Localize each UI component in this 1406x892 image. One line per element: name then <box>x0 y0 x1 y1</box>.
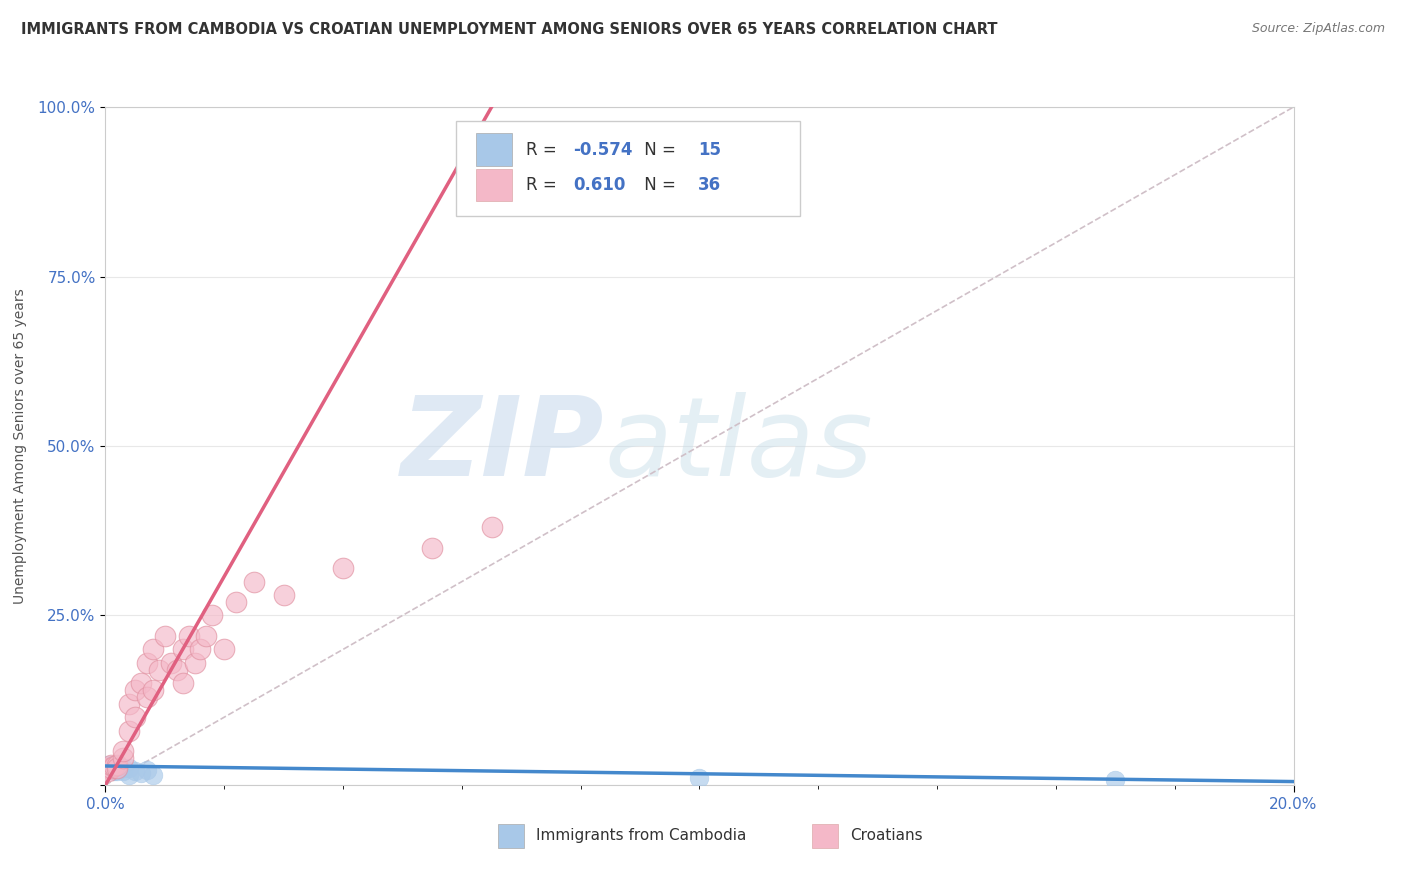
Point <box>100 757 122 772</box>
Text: IMMIGRANTS FROM CAMBODIA VS CROATIAN UNEMPLOYMENT AMONG SENIORS OVER 65 YEARS CO: IMMIGRANTS FROM CAMBODIA VS CROATIAN UNE… <box>21 22 998 37</box>
FancyBboxPatch shape <box>477 134 512 166</box>
Point <box>100 761 122 775</box>
Y-axis label: Unemployment Among Seniors over 65 years: Unemployment Among Seniors over 65 years <box>13 288 27 604</box>
Point <box>97 764 120 779</box>
Text: N =: N = <box>638 176 681 194</box>
Point <box>105 757 128 772</box>
FancyBboxPatch shape <box>498 823 523 848</box>
Point <box>112 751 135 765</box>
Text: R =: R = <box>526 141 562 159</box>
Text: ZIP: ZIP <box>401 392 605 500</box>
Point <box>148 663 170 677</box>
Point <box>159 656 181 670</box>
Point <box>124 683 146 698</box>
Point <box>96 761 118 775</box>
Point <box>142 683 165 698</box>
Point <box>118 768 141 782</box>
Point <box>112 764 135 779</box>
Point <box>190 642 212 657</box>
Point <box>172 676 194 690</box>
Point <box>100 761 122 775</box>
Point <box>105 757 128 772</box>
Point <box>1104 772 1126 787</box>
Text: Immigrants from Cambodia: Immigrants from Cambodia <box>536 829 747 843</box>
Point <box>136 690 159 704</box>
Point <box>420 541 443 555</box>
Point <box>118 761 141 775</box>
Point <box>105 761 128 775</box>
Point <box>166 663 188 677</box>
Text: atlas: atlas <box>605 392 873 500</box>
Text: -0.574: -0.574 <box>574 141 633 159</box>
Point <box>112 744 135 758</box>
Point <box>243 574 266 589</box>
Text: Croatians: Croatians <box>851 829 922 843</box>
Point <box>332 561 354 575</box>
Point <box>129 765 152 780</box>
Point <box>103 759 125 773</box>
Point <box>225 595 247 609</box>
Point <box>214 642 236 657</box>
FancyBboxPatch shape <box>477 169 512 202</box>
Text: 36: 36 <box>699 176 721 194</box>
Point <box>689 771 711 785</box>
Point <box>142 642 165 657</box>
Point <box>124 710 146 724</box>
Point <box>105 764 128 779</box>
Point <box>142 768 165 782</box>
Text: R =: R = <box>526 176 562 194</box>
Point <box>124 764 146 779</box>
Text: N =: N = <box>638 141 681 159</box>
FancyBboxPatch shape <box>813 823 838 848</box>
Point <box>112 761 135 775</box>
Point <box>201 608 224 623</box>
Point <box>136 763 159 777</box>
Point <box>177 629 200 643</box>
Point <box>195 629 218 643</box>
Point <box>481 520 503 534</box>
FancyBboxPatch shape <box>456 120 800 216</box>
Point <box>273 588 295 602</box>
Text: Source: ZipAtlas.com: Source: ZipAtlas.com <box>1251 22 1385 36</box>
Point <box>97 757 120 772</box>
Text: 0.610: 0.610 <box>574 176 626 194</box>
Point <box>118 723 141 738</box>
Point <box>129 676 152 690</box>
Point <box>136 656 159 670</box>
Point <box>153 629 176 643</box>
Point <box>172 642 194 657</box>
Point <box>183 656 205 670</box>
Text: 15: 15 <box>699 141 721 159</box>
Point <box>103 764 125 779</box>
Point <box>118 697 141 711</box>
